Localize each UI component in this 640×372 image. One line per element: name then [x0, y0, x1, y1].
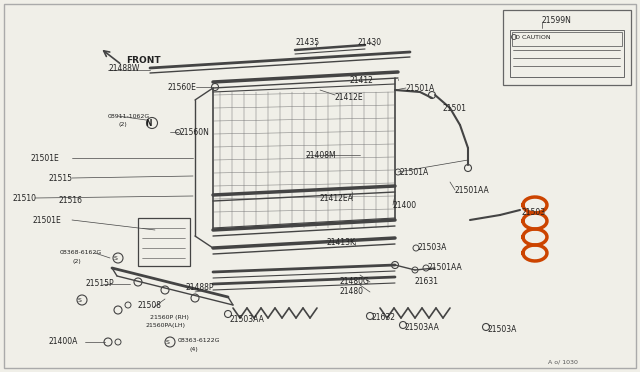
- Text: 21560E: 21560E: [167, 83, 196, 92]
- Bar: [503, 10, 631, 85]
- Text: 08911-1062G: 08911-1062G: [108, 113, 150, 119]
- Text: N: N: [146, 119, 152, 128]
- Text: 21501AA: 21501AA: [455, 186, 490, 195]
- Text: 21412EA: 21412EA: [320, 193, 354, 202]
- Text: 21480G: 21480G: [340, 278, 370, 286]
- Text: 21560PA(LH): 21560PA(LH): [145, 324, 185, 328]
- Text: 21413K: 21413K: [327, 237, 356, 247]
- Text: 21408M: 21408M: [306, 151, 337, 160]
- Bar: [138, 218, 190, 266]
- Text: 21412E: 21412E: [335, 93, 364, 102]
- Text: (2): (2): [118, 122, 127, 126]
- Text: 08363-6122G: 08363-6122G: [178, 337, 221, 343]
- Text: 21503A: 21503A: [418, 244, 447, 253]
- Text: (4): (4): [190, 347, 199, 353]
- Text: 21632: 21632: [372, 314, 396, 323]
- Text: 21503AA: 21503AA: [230, 315, 265, 324]
- Text: 21400: 21400: [393, 201, 417, 209]
- Bar: [512, 32, 622, 46]
- Text: 21516: 21516: [58, 196, 82, 205]
- Text: 21430: 21430: [358, 38, 382, 46]
- Text: 21631: 21631: [415, 278, 439, 286]
- Text: FRONT: FRONT: [126, 55, 161, 64]
- Text: 08368-6162G: 08368-6162G: [60, 250, 102, 256]
- Bar: [510, 30, 624, 77]
- Text: 21480: 21480: [340, 288, 364, 296]
- Text: 21488P: 21488P: [185, 283, 214, 292]
- Text: S: S: [166, 340, 170, 344]
- Text: S: S: [114, 256, 118, 260]
- Text: 21400A: 21400A: [48, 337, 77, 346]
- Text: 21510: 21510: [12, 193, 36, 202]
- Text: 21515P: 21515P: [85, 279, 114, 289]
- Text: 21501E: 21501E: [32, 215, 61, 224]
- Text: 21560N: 21560N: [180, 128, 210, 137]
- Text: 21501E: 21501E: [30, 154, 59, 163]
- Text: O CAUTION: O CAUTION: [515, 35, 550, 39]
- Text: A o/ 1030: A o/ 1030: [548, 359, 578, 365]
- Text: 21515: 21515: [48, 173, 72, 183]
- Text: 21503A: 21503A: [488, 326, 517, 334]
- Text: 21503: 21503: [522, 208, 546, 217]
- Text: 21599N: 21599N: [542, 16, 572, 25]
- Text: 21488W: 21488W: [108, 64, 140, 73]
- Text: 21501A: 21501A: [406, 83, 435, 93]
- Text: 21508: 21508: [138, 301, 162, 310]
- Text: S: S: [78, 298, 82, 302]
- Text: 21503AA: 21503AA: [405, 324, 440, 333]
- Text: 21501: 21501: [443, 103, 467, 112]
- Text: 21560P (RH): 21560P (RH): [150, 314, 189, 320]
- Text: 21412: 21412: [350, 76, 374, 84]
- Text: 21501AA: 21501AA: [428, 263, 463, 273]
- Text: 21435: 21435: [296, 38, 320, 46]
- Text: (2): (2): [72, 260, 81, 264]
- Text: 21501A: 21501A: [400, 167, 429, 176]
